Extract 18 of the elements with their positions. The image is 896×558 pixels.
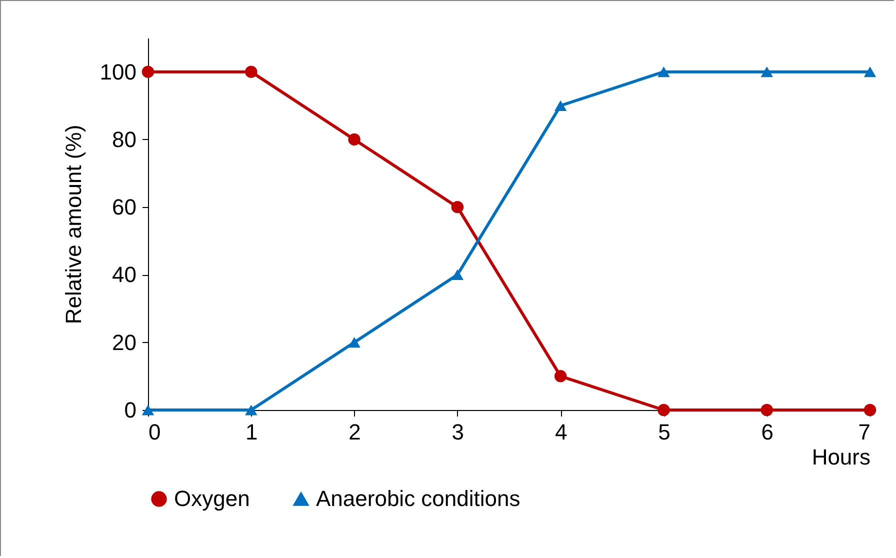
x-tick-label: 0 — [148, 420, 161, 444]
legend-label: Anaerobic conditions — [316, 486, 520, 511]
x-tick-label: 5 — [658, 420, 670, 444]
legend-label: Oxygen — [174, 486, 250, 511]
y-tick-label: 100 — [100, 59, 136, 84]
y-tick-label: 80 — [112, 126, 136, 152]
y-tick-label: 60 — [112, 194, 136, 220]
x-axis-title: Hours — [812, 444, 870, 470]
x-tick-label: 4 — [554, 420, 568, 444]
y-tick-label: 20 — [112, 330, 136, 355]
x-tick-label: 2 — [348, 420, 361, 444]
x-tick-label: 3 — [452, 420, 464, 444]
y-tick-label: 0 — [124, 398, 136, 422]
x-tick-label: 6 — [761, 420, 774, 444]
y-tick-label: 40 — [112, 262, 136, 288]
x-tick-label: 1 — [246, 420, 258, 444]
y-axis-title: Relative amount (%) — [60, 124, 86, 324]
x-tick-label: 7 — [858, 420, 870, 444]
